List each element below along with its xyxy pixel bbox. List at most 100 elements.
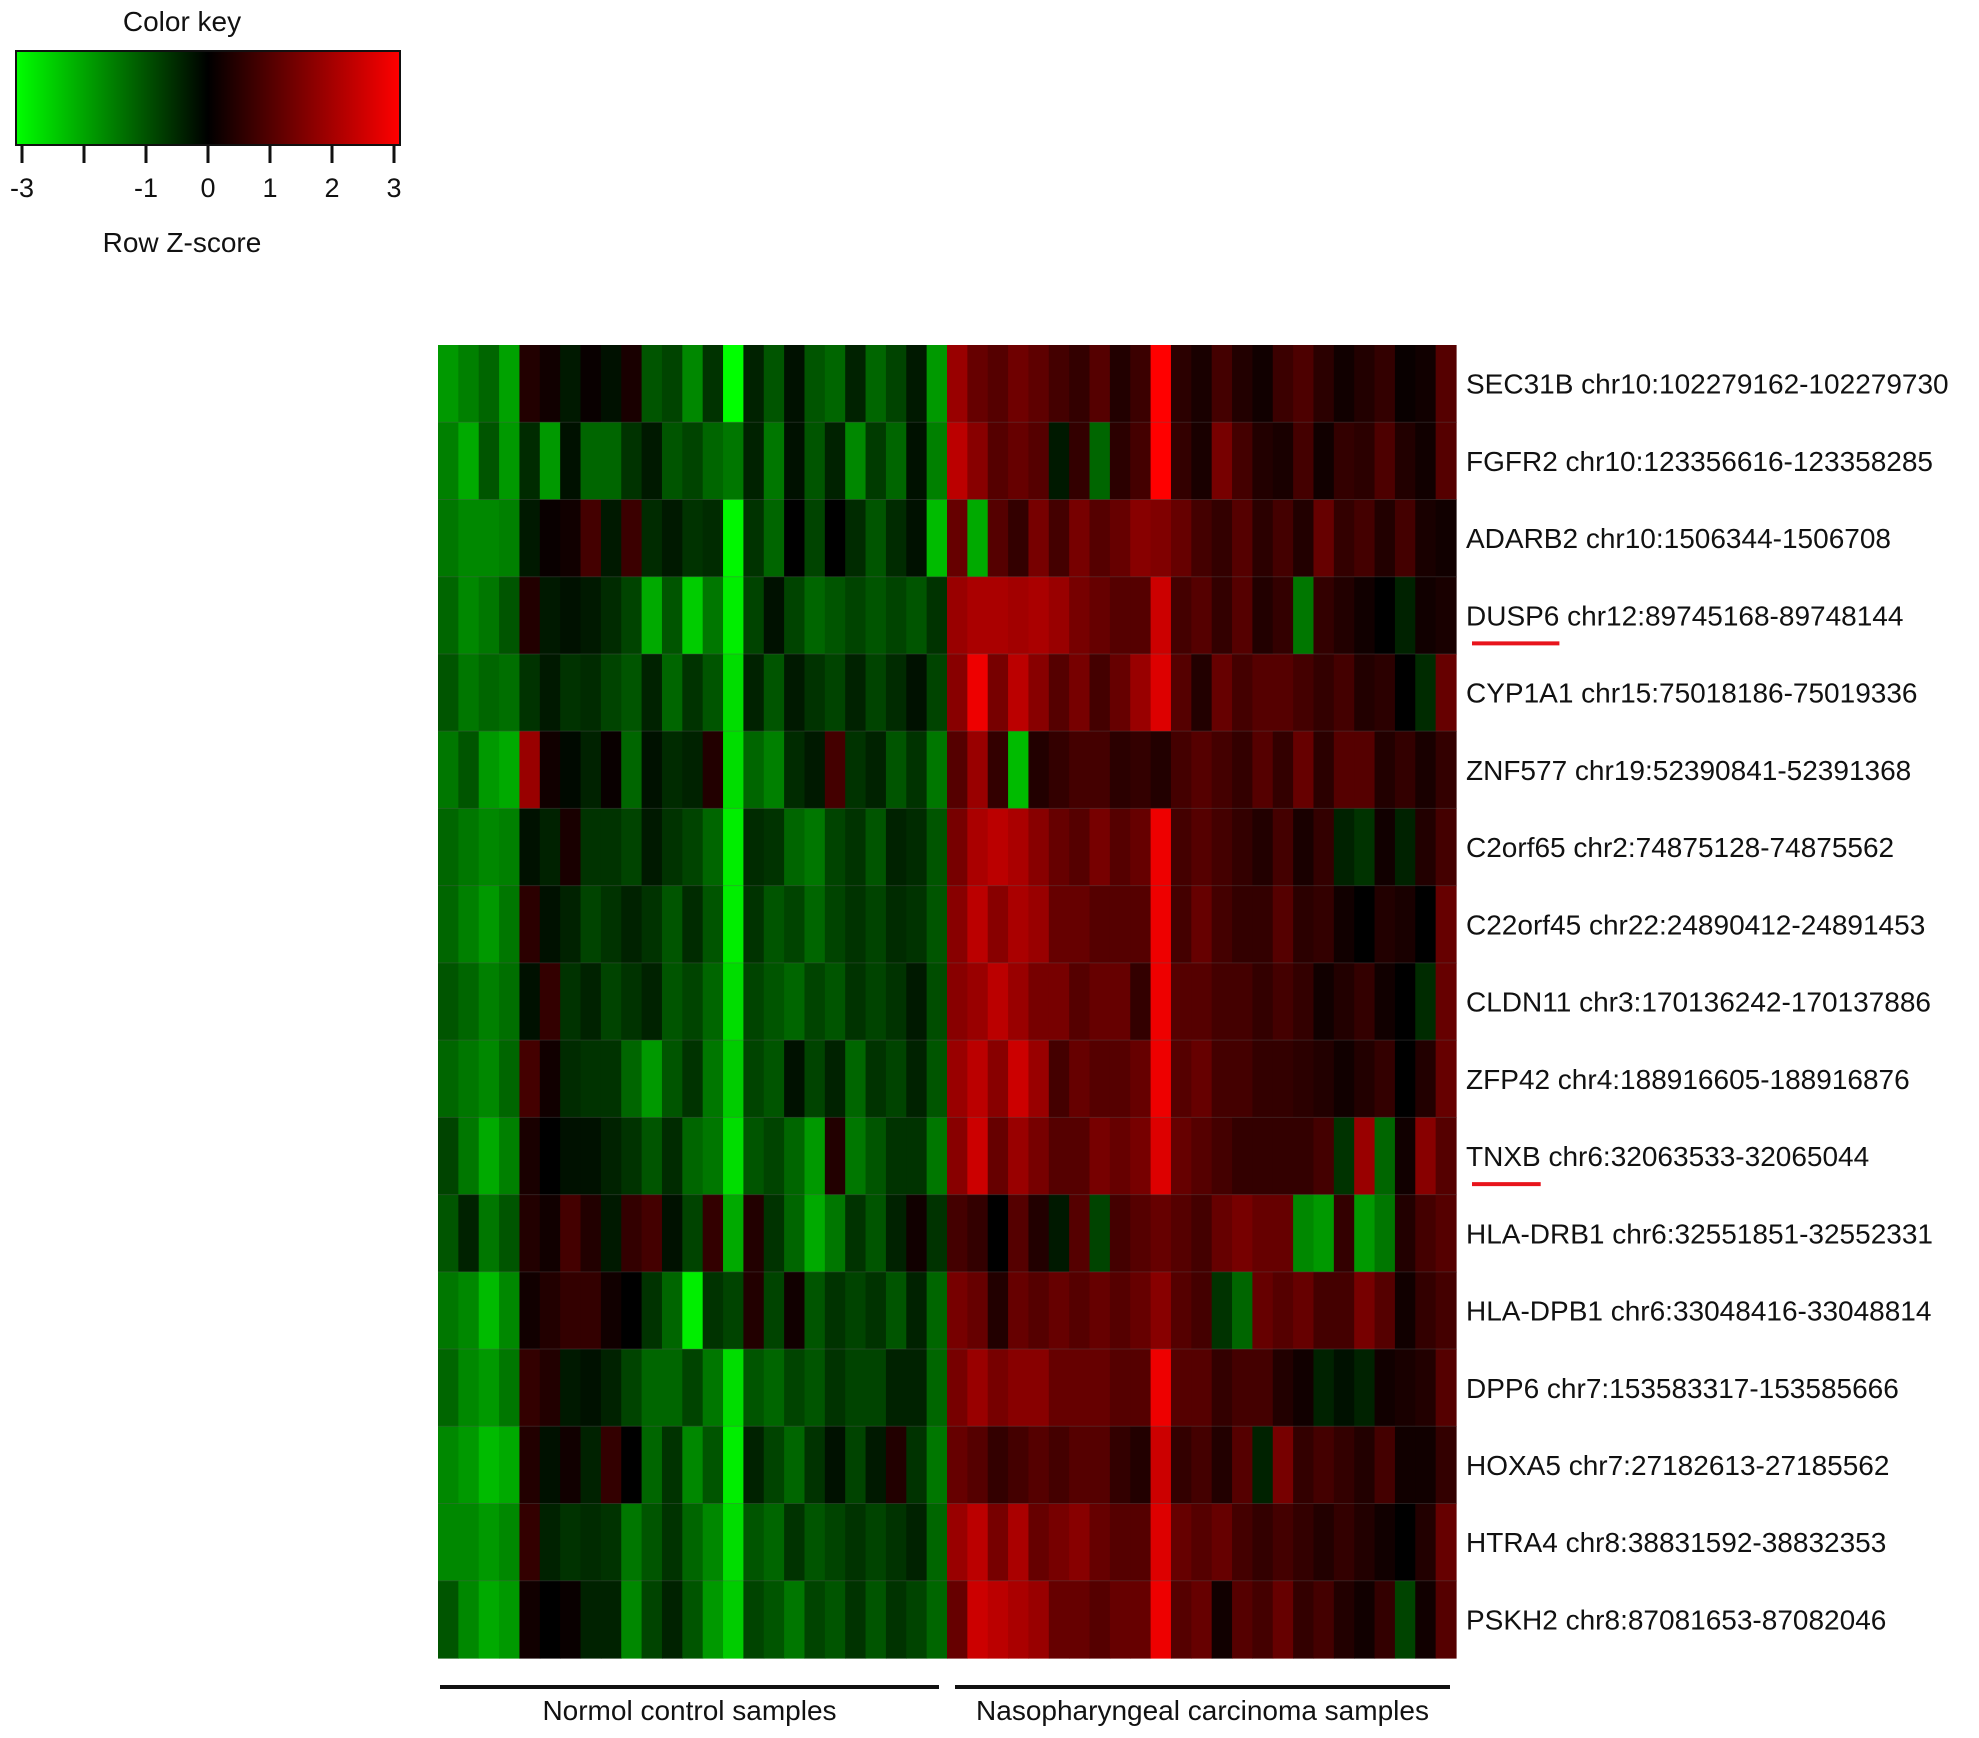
heatmap-cell bbox=[1211, 1503, 1233, 1582]
heatmap-cell bbox=[784, 1349, 806, 1427]
heatmap-cell bbox=[682, 1040, 704, 1118]
heatmap-cell bbox=[661, 1040, 683, 1118]
row-label: ZNF577 chr19:52390841-52391368 bbox=[1466, 755, 1911, 786]
heatmap-cell bbox=[906, 808, 928, 887]
heatmap-cell bbox=[1130, 1580, 1152, 1659]
heatmap-cell bbox=[1109, 576, 1131, 655]
heatmap-cell bbox=[519, 1117, 541, 1196]
heatmap-cell bbox=[1272, 576, 1294, 655]
heatmap-cell bbox=[1313, 1349, 1335, 1427]
heatmap-cell bbox=[1232, 1580, 1253, 1659]
heatmap-cell bbox=[458, 1117, 480, 1196]
heatmap-cell bbox=[926, 653, 948, 732]
heatmap-cell bbox=[1089, 1194, 1111, 1273]
heatmap-cell bbox=[1333, 576, 1355, 655]
heatmap-cell bbox=[1252, 808, 1274, 887]
heatmap-cell bbox=[885, 1194, 907, 1273]
heatmap-cell bbox=[1394, 345, 1416, 423]
heatmap-cell bbox=[438, 1117, 459, 1196]
row-label: DPP6 chr7:153583317-153585666 bbox=[1466, 1373, 1899, 1404]
heatmap-cell bbox=[1293, 1117, 1315, 1196]
heatmap-cell bbox=[661, 885, 683, 964]
heatmap-cell bbox=[499, 1117, 521, 1196]
heatmap-cell bbox=[1008, 1426, 1030, 1505]
heatmap-cell bbox=[1048, 1349, 1070, 1427]
heatmap-cell bbox=[1333, 1194, 1355, 1273]
heatmap-cell bbox=[926, 1426, 948, 1505]
heatmap-cell bbox=[885, 1580, 907, 1659]
heatmap-cell bbox=[1008, 576, 1030, 655]
heatmap-cell bbox=[519, 1426, 541, 1505]
row-coordinates: chr22:24890412-24891453 bbox=[1581, 909, 1925, 940]
heatmap-cell bbox=[1394, 1271, 1416, 1350]
heatmap-cell bbox=[763, 808, 785, 887]
heatmap-cell bbox=[987, 1503, 1009, 1582]
heatmap-cell bbox=[478, 422, 500, 501]
heatmap-cell bbox=[967, 1040, 989, 1118]
heatmap-cell bbox=[1028, 345, 1050, 423]
heatmap-cell bbox=[641, 1426, 663, 1505]
heatmap-cell bbox=[1313, 576, 1335, 655]
heatmap-cell bbox=[600, 885, 622, 964]
heatmap-cell bbox=[1130, 653, 1152, 732]
heatmap-cell bbox=[1272, 1349, 1294, 1427]
heatmap-cell bbox=[478, 885, 500, 964]
heatmap-cell bbox=[1252, 499, 1274, 578]
heatmap-cell bbox=[1048, 1426, 1070, 1505]
heatmap-cell bbox=[1394, 885, 1416, 964]
heatmap-cell bbox=[1272, 885, 1294, 964]
heatmap-cell bbox=[1374, 576, 1396, 655]
heatmap-cell bbox=[1394, 1580, 1416, 1659]
heatmap-cell bbox=[641, 1349, 663, 1427]
heatmap-cell bbox=[1272, 808, 1294, 887]
heatmap-cell bbox=[763, 1426, 785, 1505]
heatmap-cell bbox=[1435, 1194, 1457, 1273]
heatmap-cell bbox=[438, 808, 459, 887]
heatmap-cell bbox=[743, 1194, 765, 1273]
row-gene-name: C22orf45 bbox=[1466, 909, 1581, 940]
heatmap-cell bbox=[1394, 422, 1416, 501]
heatmap-cell bbox=[947, 962, 968, 1041]
heatmap-cell bbox=[1415, 1040, 1437, 1118]
heatmap-cell bbox=[845, 1349, 867, 1427]
heatmap-cell bbox=[1272, 1580, 1294, 1659]
heatmap-cell bbox=[1109, 1194, 1131, 1273]
heatmap-cell bbox=[804, 962, 826, 1041]
row-coordinates: chr3:170136242-170137886 bbox=[1571, 987, 1931, 1018]
heatmap-cell bbox=[784, 1426, 806, 1505]
heatmap-cell bbox=[845, 1271, 867, 1350]
heatmap-cell bbox=[1211, 1194, 1233, 1273]
heatmap-cell bbox=[438, 1271, 459, 1350]
heatmap-cell bbox=[723, 1426, 744, 1505]
heatmap-cell bbox=[804, 1349, 826, 1427]
heatmap-cell bbox=[1008, 653, 1030, 732]
heatmap-cell bbox=[641, 731, 663, 810]
heatmap-cell bbox=[987, 1194, 1009, 1273]
heatmap-cell bbox=[1170, 1349, 1192, 1427]
heatmap-cell bbox=[499, 1503, 521, 1582]
heatmap-cell bbox=[621, 1426, 643, 1505]
heatmap-cell bbox=[926, 1040, 948, 1118]
heatmap-cell bbox=[438, 1040, 459, 1118]
heatmap-cell bbox=[1252, 1426, 1274, 1505]
heatmap-cell bbox=[560, 1194, 582, 1273]
heatmap-cell bbox=[1130, 1503, 1152, 1582]
row-gene-name: ADARB2 bbox=[1466, 523, 1578, 554]
heatmap-cell bbox=[1313, 962, 1335, 1041]
heatmap-cell bbox=[865, 962, 887, 1041]
row-label: CLDN11 chr3:170136242-170137886 bbox=[1466, 987, 1931, 1018]
heatmap-cell bbox=[743, 576, 765, 655]
heatmap-cell bbox=[1293, 1580, 1315, 1659]
heatmap-cell bbox=[661, 653, 683, 732]
heatmap-cell bbox=[519, 499, 541, 578]
heatmap-cell bbox=[1435, 422, 1457, 501]
heatmap-cell bbox=[1293, 422, 1315, 501]
heatmap-cell bbox=[1048, 731, 1070, 810]
heatmap-cell bbox=[539, 731, 561, 810]
heatmap-cell bbox=[723, 499, 744, 578]
heatmap-cell bbox=[723, 576, 744, 655]
heatmap-cell bbox=[458, 422, 480, 501]
heatmap-cell bbox=[743, 962, 765, 1041]
heatmap-cell bbox=[519, 1580, 541, 1659]
